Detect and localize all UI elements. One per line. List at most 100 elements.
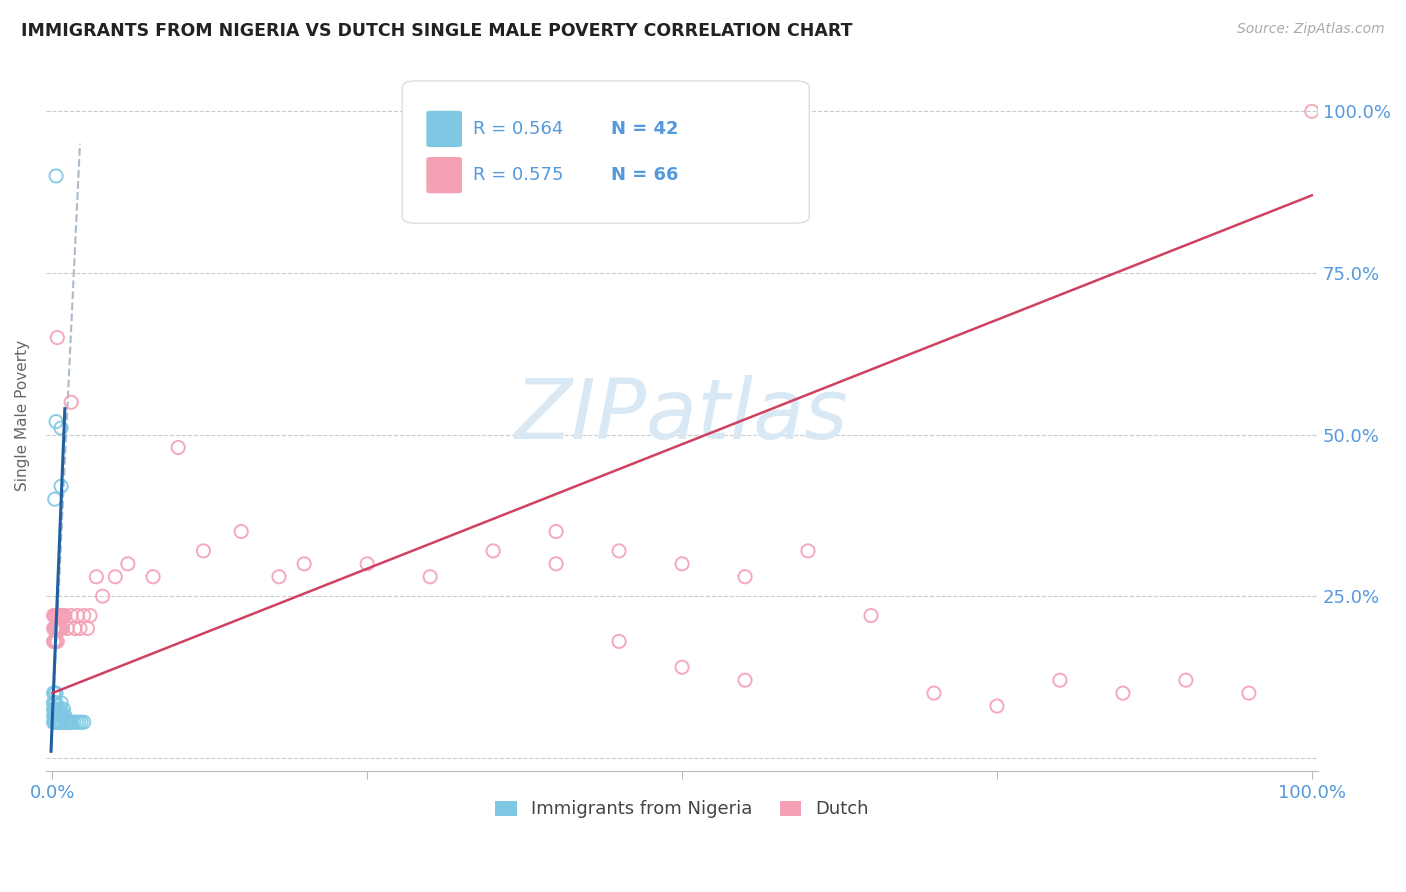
Point — [1049, 673, 1071, 688]
Point — [56, 622, 79, 636]
Point — [67, 715, 90, 730]
Point — [49, 622, 72, 636]
Point — [53, 608, 76, 623]
Point — [53, 715, 76, 730]
Point — [45, 696, 67, 710]
Point — [49, 622, 72, 636]
Point — [45, 686, 67, 700]
Point — [922, 686, 945, 700]
Point — [45, 715, 67, 730]
Point — [45, 708, 67, 723]
Point — [1174, 673, 1197, 688]
Point — [117, 557, 139, 571]
Point — [53, 708, 76, 723]
Point — [104, 570, 127, 584]
Point — [42, 622, 65, 636]
Point — [51, 622, 73, 636]
Point — [49, 696, 72, 710]
Point — [142, 570, 165, 584]
Point — [73, 608, 96, 623]
FancyBboxPatch shape — [426, 111, 463, 147]
Point — [193, 544, 215, 558]
Point — [49, 479, 72, 493]
Point — [56, 715, 79, 730]
Point — [607, 634, 630, 648]
Point — [167, 441, 190, 455]
Point — [46, 330, 69, 344]
Point — [46, 708, 69, 723]
Point — [49, 608, 72, 623]
Point — [671, 660, 693, 674]
Point — [607, 544, 630, 558]
Point — [44, 686, 66, 700]
Point — [46, 702, 69, 716]
Point — [59, 715, 82, 730]
Point — [70, 715, 93, 730]
Point — [44, 622, 66, 636]
Text: N = 66: N = 66 — [610, 166, 678, 184]
Point — [44, 715, 66, 730]
Point — [62, 715, 84, 730]
Point — [482, 544, 505, 558]
Point — [45, 415, 67, 429]
Text: R = 0.564: R = 0.564 — [474, 120, 564, 138]
Point — [44, 608, 66, 623]
Point — [51, 608, 73, 623]
Point — [46, 608, 69, 623]
Point — [60, 715, 83, 730]
Point — [45, 608, 67, 623]
Point — [65, 715, 87, 730]
Text: IMMIGRANTS FROM NIGERIA VS DUTCH SINGLE MALE POVERTY CORRELATION CHART: IMMIGRANTS FROM NIGERIA VS DUTCH SINGLE … — [21, 22, 852, 40]
Y-axis label: Single Male Poverty: Single Male Poverty — [15, 340, 30, 491]
Point — [46, 634, 69, 648]
Point — [49, 421, 72, 435]
Point — [49, 608, 72, 623]
Point — [292, 557, 315, 571]
Point — [63, 622, 86, 636]
Point — [60, 608, 83, 623]
Point — [42, 708, 65, 723]
FancyBboxPatch shape — [402, 81, 810, 223]
Point — [734, 570, 756, 584]
Point — [49, 708, 72, 723]
Point — [546, 557, 568, 571]
Point — [45, 622, 67, 636]
Point — [76, 622, 98, 636]
Point — [48, 608, 70, 623]
Point — [1112, 686, 1135, 700]
Point — [734, 673, 756, 688]
FancyBboxPatch shape — [426, 157, 463, 194]
Point — [44, 696, 66, 710]
Point — [546, 524, 568, 539]
Point — [45, 702, 67, 716]
Point — [48, 715, 70, 730]
Point — [86, 570, 108, 584]
Legend: Immigrants from Nigeria, Dutch: Immigrants from Nigeria, Dutch — [488, 793, 876, 826]
Text: N = 42: N = 42 — [610, 120, 678, 138]
Point — [44, 708, 66, 723]
Point — [46, 715, 69, 730]
Point — [797, 544, 820, 558]
Point — [48, 708, 70, 723]
Point — [42, 715, 65, 730]
Point — [49, 715, 72, 730]
Point — [52, 708, 75, 723]
Point — [51, 715, 73, 730]
Point — [49, 702, 72, 716]
Point — [42, 686, 65, 700]
Point — [44, 492, 66, 507]
Point — [91, 589, 114, 603]
Text: ZIPatlas: ZIPatlas — [515, 375, 849, 456]
Point — [267, 570, 290, 584]
Point — [44, 702, 66, 716]
Point — [58, 715, 80, 730]
Point — [356, 557, 378, 571]
Point — [52, 702, 75, 716]
Point — [79, 608, 101, 623]
Text: Source: ZipAtlas.com: Source: ZipAtlas.com — [1237, 22, 1385, 37]
Point — [69, 622, 91, 636]
Point — [60, 395, 83, 409]
Point — [46, 622, 69, 636]
Point — [231, 524, 253, 539]
Point — [42, 696, 65, 710]
